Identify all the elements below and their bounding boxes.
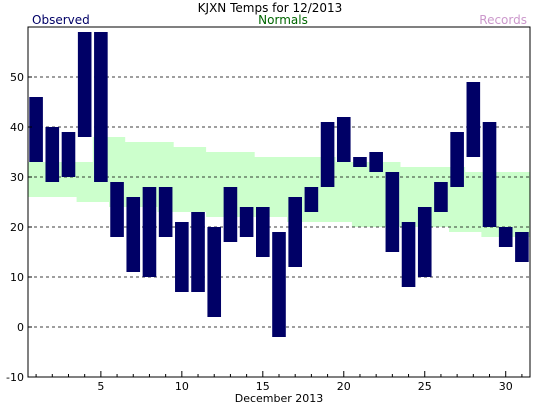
y-tick-label: 50 bbox=[10, 71, 24, 84]
x-tick-label: 25 bbox=[418, 380, 432, 393]
observed-bar-day-23 bbox=[385, 172, 400, 252]
observed-bar-day-24 bbox=[401, 222, 416, 287]
observed-bar-day-11 bbox=[191, 212, 205, 292]
y-axis-labels: -10 0 10 20 30 40 50 bbox=[6, 71, 24, 384]
y-tick-label: 10 bbox=[10, 271, 24, 284]
observed-bar-day-27 bbox=[450, 132, 464, 187]
y-tick-label: 0 bbox=[17, 321, 24, 334]
observed-bar-day-6 bbox=[110, 182, 124, 237]
observed-bar-day-31 bbox=[515, 232, 529, 262]
x-tick-label: 15 bbox=[256, 380, 270, 393]
observed-bar-day-25 bbox=[417, 207, 432, 277]
observed-bar-day-30 bbox=[498, 227, 513, 247]
observed-bar-day-10 bbox=[175, 222, 189, 292]
normals-band bbox=[28, 137, 530, 237]
observed-bar-day-5 bbox=[94, 32, 108, 182]
observed-bar-day-7 bbox=[126, 197, 141, 272]
x-tick-label: 5 bbox=[97, 380, 104, 393]
observed-bar-day-21 bbox=[353, 157, 367, 167]
observed-bar-day-14 bbox=[239, 207, 254, 237]
y-tick-label: 30 bbox=[10, 171, 24, 184]
observed-bar-day-19 bbox=[320, 122, 335, 187]
observed-bar-day-9 bbox=[158, 187, 173, 237]
x-tick-label: 30 bbox=[499, 380, 513, 393]
observed-bar-day-12 bbox=[207, 227, 222, 317]
observed-bars bbox=[29, 32, 529, 337]
x-axis-title: December 2013 bbox=[235, 392, 324, 405]
observed-bar-day-26 bbox=[434, 182, 448, 212]
x-tick-label: 10 bbox=[175, 380, 189, 393]
observed-bar-day-17 bbox=[288, 197, 302, 267]
observed-bar-day-29 bbox=[482, 122, 497, 227]
observed-bar-day-15 bbox=[256, 207, 270, 257]
observed-bar-day-4 bbox=[77, 32, 92, 137]
observed-bar-day-16 bbox=[272, 232, 286, 337]
normals-band-area bbox=[28, 137, 530, 237]
observed-bar-day-1 bbox=[29, 97, 43, 162]
observed-bar-day-13 bbox=[223, 187, 238, 242]
chart-title: KJXN Temps for 12/2013 bbox=[198, 1, 343, 15]
observed-bar-day-8 bbox=[142, 187, 157, 277]
legend-observed: Observed bbox=[32, 13, 90, 27]
observed-bar-day-22 bbox=[369, 152, 383, 172]
x-axis-labels: 5 10 15 20 25 30 bbox=[97, 380, 512, 393]
legend-normals: Normals bbox=[258, 13, 308, 27]
observed-bar-day-20 bbox=[336, 117, 351, 162]
observed-bar-day-18 bbox=[304, 187, 319, 212]
y-tick-label: 40 bbox=[10, 121, 24, 134]
x-tick-label: 20 bbox=[337, 380, 351, 393]
observed-bar-day-3 bbox=[61, 132, 76, 177]
legend-records: Records bbox=[479, 13, 527, 27]
axis-ticks bbox=[28, 76, 523, 378]
y-tick-label: -10 bbox=[6, 371, 24, 384]
y-tick-label: 20 bbox=[10, 221, 24, 234]
observed-bar-day-28 bbox=[466, 82, 481, 157]
observed-bar-day-2 bbox=[45, 127, 60, 182]
